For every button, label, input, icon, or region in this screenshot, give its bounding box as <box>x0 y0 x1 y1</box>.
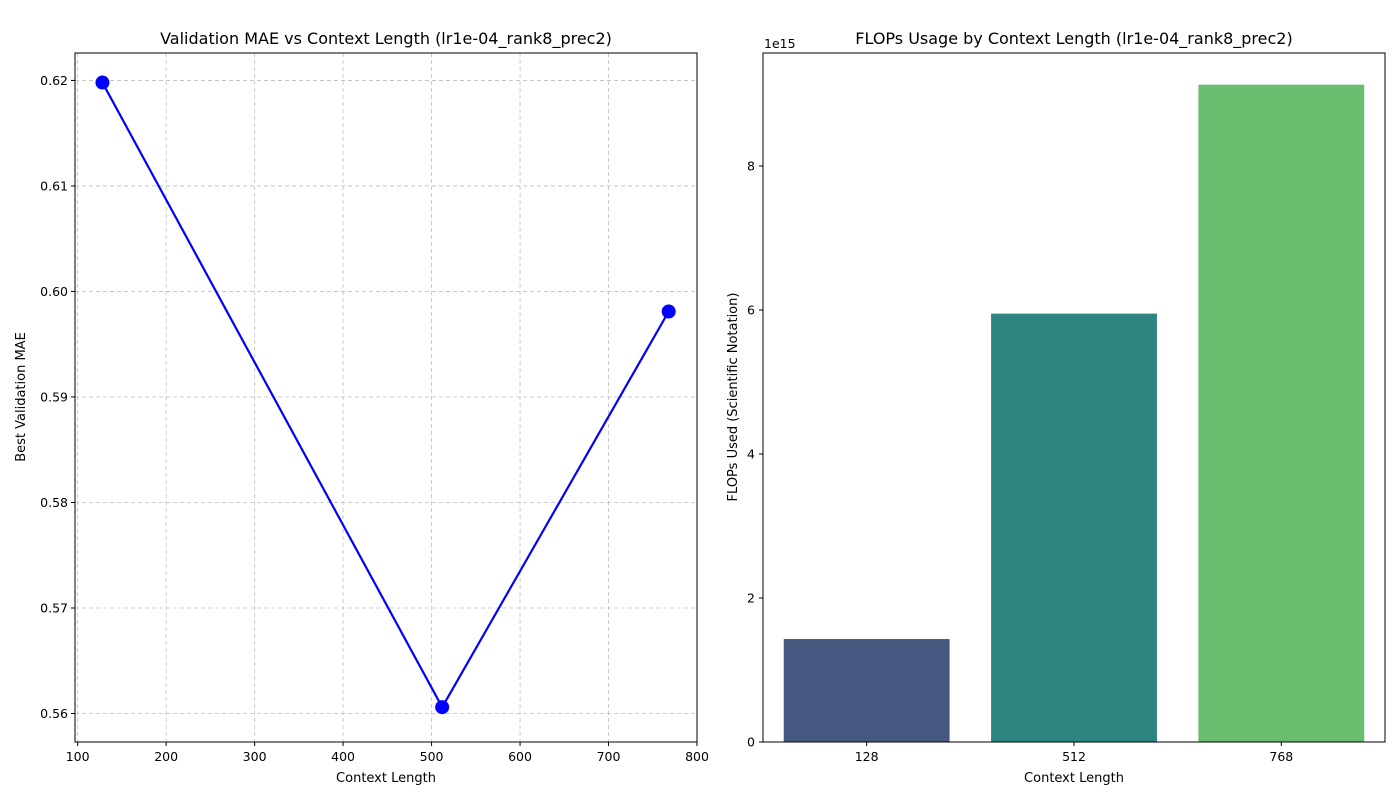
x-tick-label: 500 <box>420 749 444 764</box>
bar <box>783 639 950 742</box>
bar-chart-frame <box>762 52 1386 743</box>
y-tick-label: 8 <box>747 159 755 174</box>
y-tick-label: 4 <box>747 447 755 462</box>
x-tick-label: 512 <box>1062 749 1086 764</box>
x-tick-label: 100 <box>66 749 90 764</box>
y-tick-label: 2 <box>747 591 755 606</box>
bar <box>991 313 1157 742</box>
bar-chart-offset-label: 1e15 <box>764 36 796 51</box>
x-tick-label: 700 <box>597 749 621 764</box>
x-tick-label: 800 <box>685 749 709 764</box>
line-chart: Validation MAE vs Context Length (lr1e-0… <box>14 29 709 786</box>
line-chart-grid <box>75 53 698 742</box>
x-tick-label: 600 <box>508 749 532 764</box>
bar-chart: FLOPs Usage by Context Length (lr1e-04_r… <box>726 29 1386 786</box>
x-tick-label: 128 <box>855 749 879 764</box>
y-tick-label: 0.61 <box>40 178 68 193</box>
bar-chart-bars <box>783 84 1365 742</box>
y-tick-label: 0 <box>747 735 755 750</box>
y-tick-label: 0.58 <box>40 495 68 510</box>
y-tick-label: 0.60 <box>40 284 68 299</box>
line-chart-frame <box>74 52 698 743</box>
bar-chart-x-label: Context Length <box>1024 771 1124 786</box>
x-tick-label: 300 <box>243 749 267 764</box>
data-point <box>95 75 110 90</box>
y-tick-label: 0.59 <box>40 389 68 404</box>
line-chart-y-label: Best Validation MAE <box>14 332 29 462</box>
y-tick-label: 0.56 <box>40 706 68 721</box>
series-line <box>101 82 670 710</box>
y-tick-label: 6 <box>747 303 755 318</box>
y-tick-label: 0.57 <box>40 600 68 615</box>
bar <box>1198 84 1365 742</box>
x-tick-label: 400 <box>331 749 355 764</box>
line-chart-title: Validation MAE vs Context Length (lr1e-0… <box>160 29 612 49</box>
data-point <box>435 700 450 715</box>
bar-chart-y-label: FLOPs Used (Scientific Notation) <box>726 293 741 502</box>
x-tick-label: 200 <box>154 749 178 764</box>
line-chart-x-label: Context Length <box>336 771 436 786</box>
bar-chart-ticks: 128 512 768 0 2 4 6 8 <box>747 159 1293 764</box>
x-tick-label: 768 <box>1269 749 1293 764</box>
y-tick-label: 0.62 <box>40 73 68 88</box>
data-point <box>661 304 676 319</box>
bar-chart-title: FLOPs Usage by Context Length (lr1e-04_r… <box>855 29 1292 49</box>
line-chart-series <box>95 75 676 715</box>
line-chart-ticks: 100 200 300 400 500 600 700 800 0.56 0.57 0.58 0.59… <box>40 73 709 764</box>
